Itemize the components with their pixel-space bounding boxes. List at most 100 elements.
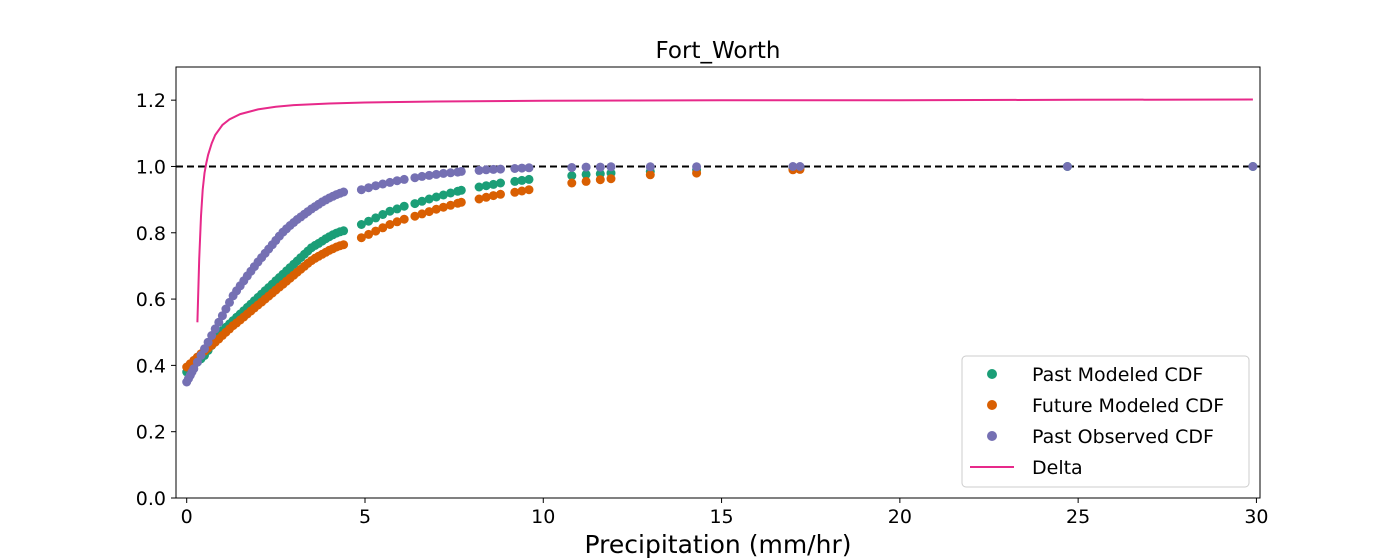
data-point: [456, 197, 466, 207]
data-point: [364, 183, 374, 193]
x-tick-label: 20: [888, 506, 912, 528]
data-point: [203, 337, 213, 347]
data-point: [517, 175, 527, 185]
data-point: [189, 364, 199, 374]
legend-label: Past Observed CDF: [1032, 426, 1214, 448]
legend-label: Future Modeled CDF: [1032, 395, 1224, 417]
data-point: [210, 324, 220, 334]
data-point: [378, 179, 388, 189]
data-point: [788, 162, 798, 171]
data-point: [496, 178, 505, 188]
data-point: [410, 173, 420, 183]
legend-item: Future Modeled CDF: [987, 395, 1224, 417]
data-point: [392, 176, 402, 186]
data-point: [524, 163, 534, 173]
data-point: [438, 168, 448, 178]
data-point: [339, 187, 349, 197]
data-point: [524, 174, 534, 184]
data-point: [385, 177, 395, 187]
x-tick-label: 0: [181, 506, 193, 528]
data-point: [510, 176, 520, 186]
data-point: [510, 164, 520, 173]
data-point: [474, 182, 484, 192]
data-point: [488, 179, 498, 189]
data-point: [517, 163, 527, 173]
data-point: [481, 192, 491, 202]
y-tick-label: 1.0: [136, 156, 166, 178]
data-point: [217, 311, 227, 321]
data-point: [517, 186, 527, 196]
legend-box: [961, 355, 1250, 488]
data-point: [399, 201, 409, 211]
data-point: [399, 174, 409, 184]
series-past-observed-cdf: [182, 162, 1258, 387]
y-tick-label: 0.0: [136, 488, 166, 510]
x-axis-label: Precipitation (mm/hr): [585, 530, 852, 559]
data-point: [378, 210, 388, 219]
data-point: [424, 170, 434, 180]
axis-ticks: 0 5 10 15 20 25 30 0.0 0.2 0.4 0.6 0.8 1.0 1.2: [136, 90, 1269, 528]
data-point: [214, 317, 224, 327]
data-point: [356, 185, 366, 195]
data-point: [371, 213, 381, 223]
data-point: [424, 207, 434, 217]
y-tick-label: 0.6: [136, 289, 166, 311]
data-point: [1062, 162, 1072, 171]
data-point: [399, 214, 409, 224]
chart-marks: [176, 98, 1260, 387]
data-point: [364, 216, 374, 226]
data-point: [438, 190, 448, 200]
data-point: [385, 206, 395, 216]
data-point: [424, 194, 434, 204]
legend-marker: [987, 431, 997, 441]
legend-marker: [987, 369, 997, 379]
x-tick-label: 30: [1244, 506, 1268, 528]
y-tick-label: 0.4: [136, 355, 166, 377]
data-point: [524, 185, 534, 195]
x-tick-label: 25: [1066, 506, 1090, 528]
data-point: [446, 200, 456, 210]
data-point: [606, 174, 616, 184]
data-point: [392, 204, 402, 214]
data-point: [438, 202, 448, 212]
series-future-modeled-cdf: [182, 164, 805, 372]
data-point: [221, 304, 231, 314]
data-point: [456, 185, 466, 195]
data-point: [225, 297, 234, 307]
data-point: [371, 226, 381, 236]
data-point: [488, 191, 498, 201]
data-point: [692, 168, 702, 178]
data-point: [200, 344, 209, 354]
data-point: [431, 192, 441, 202]
data-point: [417, 171, 427, 181]
data-point: [192, 357, 202, 367]
data-point: [417, 209, 427, 219]
data-point: [645, 162, 655, 172]
data-point: [581, 162, 591, 172]
data-point: [417, 196, 427, 206]
data-point: [795, 162, 805, 171]
data-point: [496, 164, 505, 174]
data-point: [488, 164, 498, 174]
data-point: [371, 181, 381, 191]
data-point: [356, 233, 366, 243]
data-point: [581, 176, 591, 186]
legend-label: Past Modeled CDF: [1032, 364, 1203, 386]
data-point: [385, 220, 395, 229]
legend-item: Past Observed CDF: [987, 426, 1214, 448]
data-point: [392, 217, 402, 227]
data-point: [595, 162, 605, 172]
plot-frame: [175, 66, 1261, 499]
x-tick-label: 10: [531, 506, 555, 528]
data-point: [356, 220, 366, 229]
x-tick-label: 5: [359, 506, 371, 528]
data-point: [567, 163, 577, 172]
data-point: [339, 240, 349, 250]
data-point: [606, 162, 616, 172]
data-point: [645, 170, 655, 180]
data-point: [496, 189, 505, 199]
data-point: [446, 188, 456, 198]
data-point: [446, 168, 456, 178]
data-point: [481, 181, 491, 191]
